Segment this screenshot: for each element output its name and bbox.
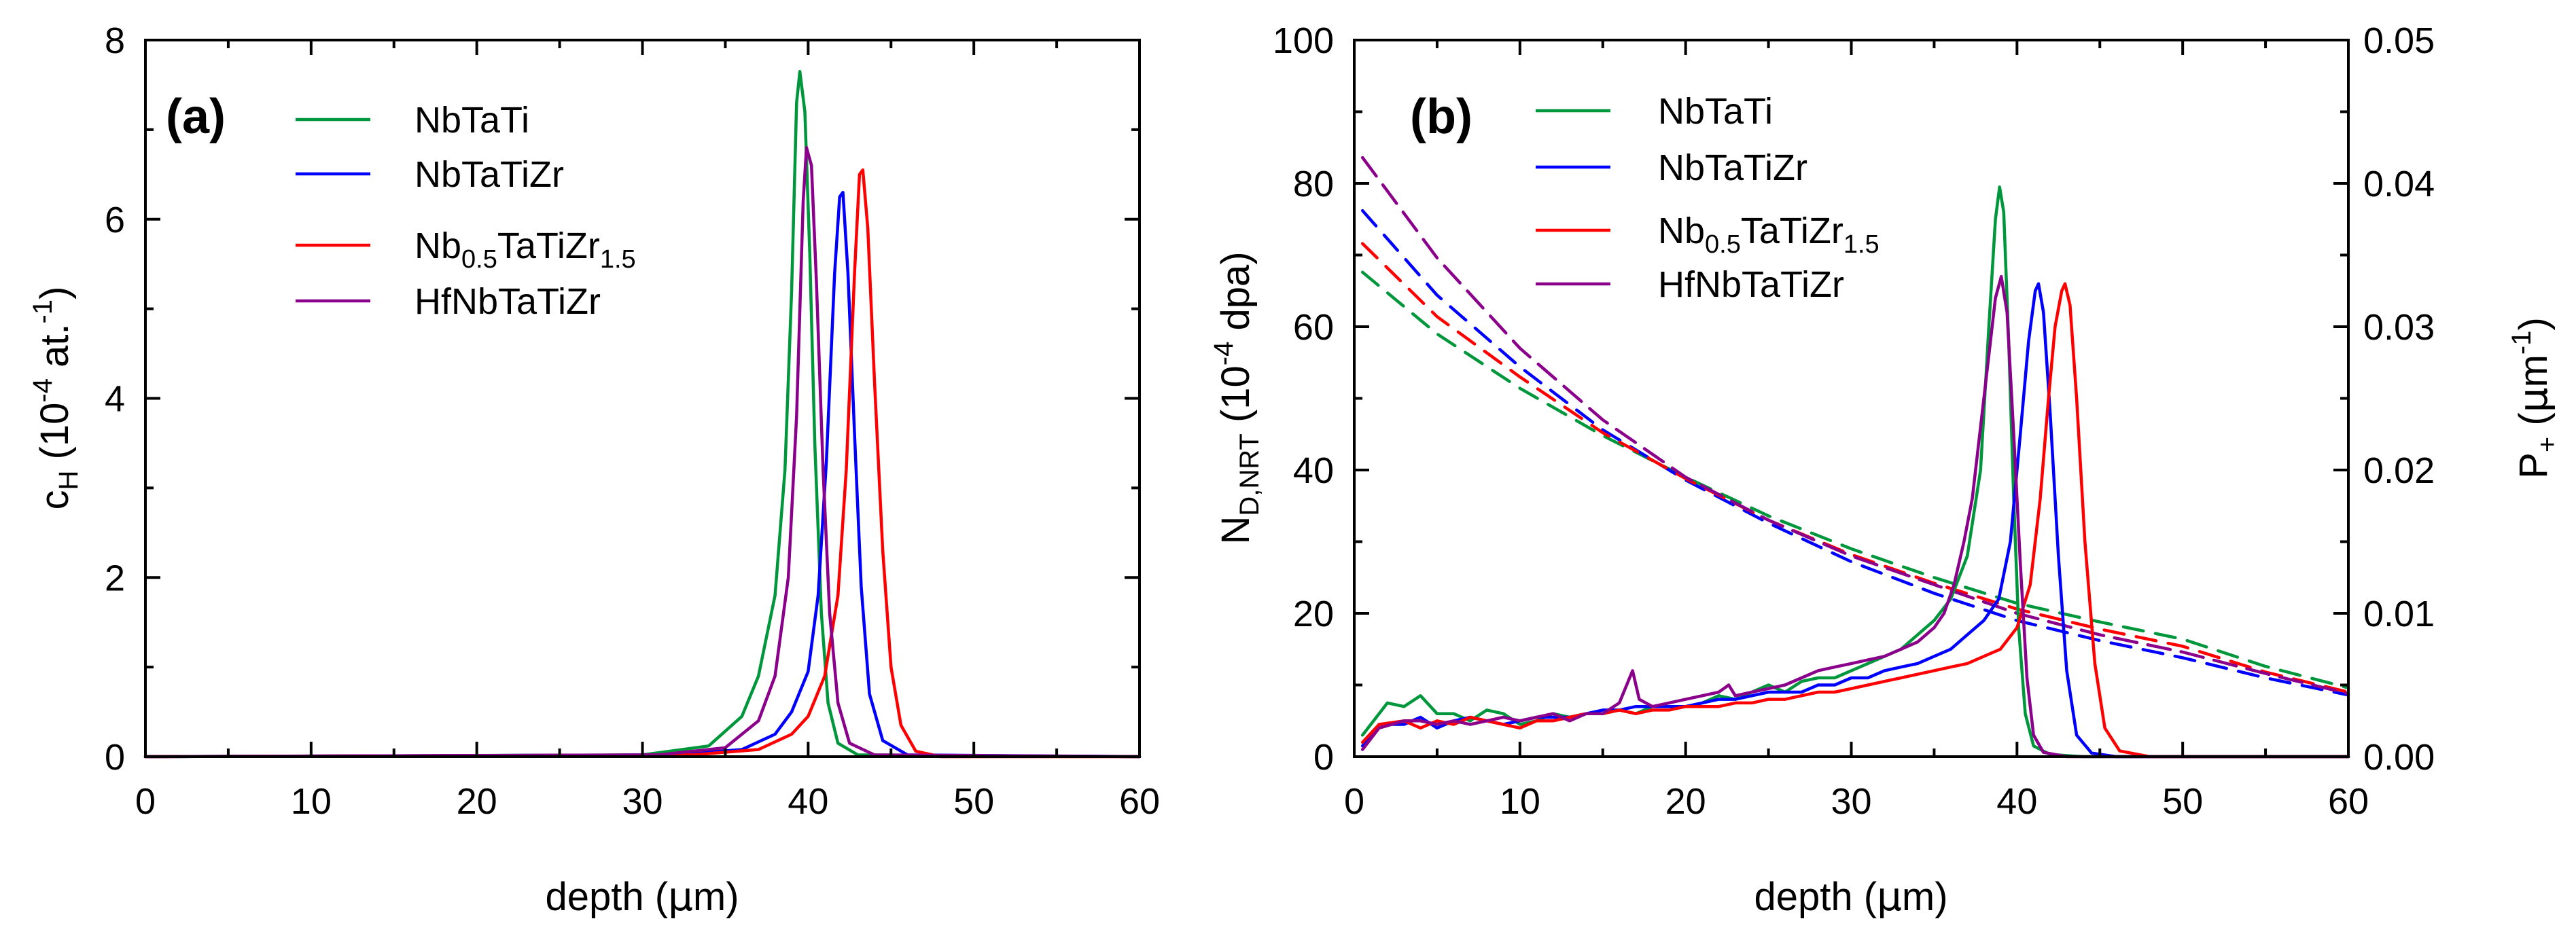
panel-b-ticks bbox=[1353, 39, 2350, 758]
y2-tick-label: 0.04 bbox=[2363, 164, 2435, 204]
y-tick-label: 100 bbox=[1273, 20, 1334, 61]
series-line-nb-0-5tatizr-1-5-p bbox=[1360, 242, 2350, 694]
series-line-nb-0-5tatizr-1-5 bbox=[143, 168, 1142, 759]
panel-b-legend: NbTaTi NbTaTiZr Nb0.5TaTiZr1.5 HfNbTaTiZ… bbox=[1536, 91, 1880, 305]
y-tick-label: 0 bbox=[105, 737, 125, 778]
legend-b-nbtatizr: NbTaTiZr bbox=[1658, 147, 1807, 188]
panel-a-label: (a) bbox=[166, 90, 226, 144]
series-line-nbtatizr bbox=[143, 190, 1142, 759]
x-tick-label: 30 bbox=[1831, 781, 1871, 822]
legend-a-nbtati: NbTaTi bbox=[414, 100, 529, 141]
panel-b-y2-axis-title: P+ (μm-1) bbox=[2507, 317, 2562, 479]
panel-a-curves bbox=[143, 69, 1142, 759]
y-tick-label: 8 bbox=[105, 20, 125, 61]
y-tick-label: 80 bbox=[1293, 164, 1334, 204]
y-tick-label: 40 bbox=[1293, 450, 1334, 491]
legend-a-hfnbtatizr: HfNbTaTiZr bbox=[414, 281, 601, 322]
series-line-hfnbtatizr-p bbox=[1360, 156, 2350, 696]
panel-b-y-axis-title: ND,NRT (10-4 dpa) bbox=[1209, 251, 1265, 544]
series-line-hfnbtatizr bbox=[1360, 274, 2350, 759]
legend-b-nb05tatizr15: Nb0.5TaTiZr1.5 bbox=[1658, 211, 1880, 259]
legend-b-nbtati: NbTaTi bbox=[1658, 91, 1773, 132]
x-tick-label: 40 bbox=[788, 781, 828, 822]
x-tick-label: 40 bbox=[1996, 781, 2037, 822]
x-tick-label: 0 bbox=[1344, 781, 1364, 822]
panel-b-plot-frame bbox=[1353, 39, 2350, 758]
series-line-nbtatizr-p bbox=[1360, 209, 2350, 697]
y-tick-label: 0 bbox=[1313, 737, 1334, 778]
panel-b-y-tick-labels: 0 20 40 60 80 100 bbox=[1273, 20, 1334, 778]
x-tick-label: 10 bbox=[291, 781, 332, 822]
y2-tick-label: 0.00 bbox=[2363, 737, 2435, 778]
y2-tick-label: 0.01 bbox=[2363, 594, 2435, 634]
series-line-nbtati bbox=[1360, 185, 2350, 759]
x-tick-label: 30 bbox=[622, 781, 663, 822]
series-line-hfnbtatizr bbox=[143, 146, 1142, 759]
x-tick-label: 20 bbox=[1665, 781, 1706, 822]
panel-b-right-axis-curves bbox=[1360, 156, 2350, 697]
series-line-nb-0-5tatizr-1-5 bbox=[1360, 282, 2350, 759]
x-tick-label: 50 bbox=[953, 781, 994, 822]
panel-a-legend: NbTaTi NbTaTiZr Nb0.5TaTiZr1.5 HfNbTaTiZ… bbox=[296, 100, 636, 322]
series-line-nbtati-p bbox=[1360, 270, 2350, 689]
series-line-nbtatizr bbox=[1360, 282, 2350, 759]
y2-tick-label: 0.05 bbox=[2363, 20, 2435, 61]
y-tick-label: 20 bbox=[1293, 594, 1334, 634]
y2-tick-label: 0.02 bbox=[2363, 450, 2435, 491]
panel-a-plot-frame bbox=[144, 39, 1141, 758]
x-tick-label: 60 bbox=[1119, 781, 1160, 822]
panel-b-x-tick-labels: 0 10 20 30 40 50 60 bbox=[1344, 781, 2369, 822]
panel-b-x-axis-title: depth (μm) bbox=[1754, 873, 1947, 920]
x-tick-label: 10 bbox=[1500, 781, 1540, 822]
y-tick-label: 2 bbox=[105, 558, 125, 598]
legend-a-nbtatizr: NbTaTiZr bbox=[414, 154, 564, 195]
panel-a-y-tick-labels: 0 2 4 6 8 bbox=[105, 20, 125, 778]
legend-a-nb05tatizr15: Nb0.5TaTiZr1.5 bbox=[414, 226, 636, 274]
panel-b-label: (b) bbox=[1410, 90, 1472, 144]
y-tick-label: 60 bbox=[1293, 307, 1334, 348]
panel-b-curves bbox=[1360, 185, 2350, 759]
panel-a-ticks bbox=[144, 39, 1141, 758]
panel-a-x-axis-title: depth (μm) bbox=[545, 873, 739, 920]
x-tick-label: 20 bbox=[457, 781, 497, 822]
x-tick-label: 50 bbox=[2162, 781, 2203, 822]
x-tick-label: 60 bbox=[2328, 781, 2369, 822]
y2-tick-label: 0.03 bbox=[2363, 307, 2435, 348]
panel-a-x-tick-labels: 0 10 20 30 40 50 60 bbox=[135, 781, 1160, 822]
series-line-nbtati bbox=[143, 69, 1142, 759]
panel-a-chart: 0 10 20 30 40 50 60 0 2 4 6 8 (a) depth (μm) cH (1… bbox=[28, 20, 1160, 920]
panel-b-y2-tick-labels: 0.00 0.01 0.02 0.03 0.04 0.05 bbox=[2363, 20, 2435, 778]
legend-b-hfnbtatizr: HfNbTaTiZr bbox=[1658, 264, 1844, 305]
y-tick-label: 6 bbox=[105, 200, 125, 240]
panel-a-y-axis-title: cH (10-4 at.-1) bbox=[28, 287, 84, 510]
y-tick-label: 4 bbox=[105, 379, 125, 420]
x-tick-label: 0 bbox=[135, 781, 156, 822]
